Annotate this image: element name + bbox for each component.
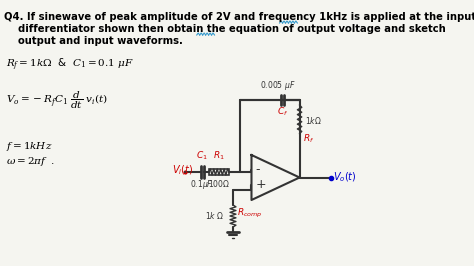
Text: $R_{comp}$: $R_{comp}$ (237, 206, 263, 219)
Text: $V_o = -R_f C_1\ \dfrac{d}{dt}\ v_i(t)$: $V_o = -R_f C_1\ \dfrac{d}{dt}\ v_i(t)$ (6, 90, 108, 111)
Text: output and input waveforms.: output and input waveforms. (4, 36, 182, 46)
Text: $C_f$: $C_f$ (277, 106, 288, 118)
Text: $1k\ \Omega$: $1k\ \Omega$ (205, 210, 224, 221)
Text: differentiator shown then obtain the equation of output voltage and sketch: differentiator shown then obtain the equ… (4, 24, 446, 34)
Text: $R_f$: $R_f$ (303, 132, 315, 145)
Text: $\omega = 2\pi f$  .: $\omega = 2\pi f$ . (6, 155, 55, 168)
FancyBboxPatch shape (209, 169, 229, 175)
Text: +: + (255, 178, 266, 192)
Text: Q4. If sinewave of peak amplitude of 2V and frequency 1kHz is applied at the inp: Q4. If sinewave of peak amplitude of 2V … (4, 12, 474, 22)
Text: $1k\Omega$: $1k\Omega$ (305, 114, 322, 126)
Text: $f = 1kHz$: $f = 1kHz$ (6, 140, 53, 153)
Text: $0.005\ \mu F$: $0.005\ \mu F$ (260, 79, 295, 92)
Text: $100\Omega$: $100\Omega$ (208, 178, 230, 189)
Text: $C_1$: $C_1$ (196, 149, 208, 162)
Text: $R_f = 1k\Omega$  &  $C_1 = 0.1\ \mu F$: $R_f = 1k\Omega$ & $C_1 = 0.1\ \mu F$ (6, 57, 134, 73)
Text: $R_1$: $R_1$ (213, 149, 225, 162)
Text: $V_i(t)$: $V_i(t)$ (172, 163, 193, 177)
Text: -: - (255, 164, 260, 177)
Text: $V_o(t)$: $V_o(t)$ (333, 171, 356, 184)
Text: $0.1\mu F$: $0.1\mu F$ (190, 178, 214, 191)
